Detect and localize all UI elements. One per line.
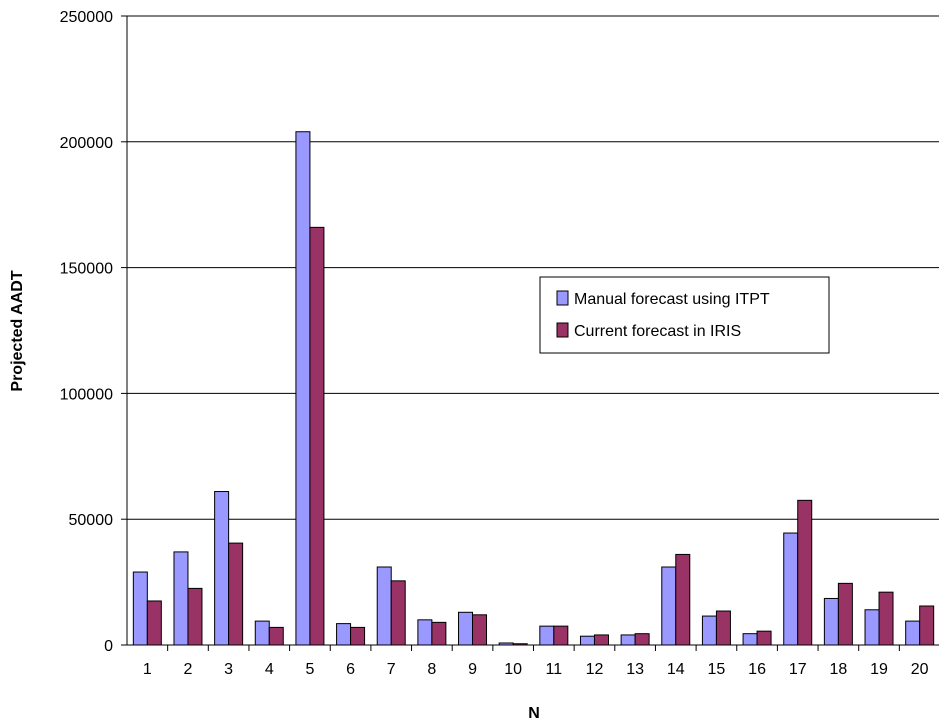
x-tick-label: 17 [789, 661, 807, 678]
bar-current [431, 621, 447, 646]
bar-manual [173, 551, 189, 646]
bar-current [878, 591, 894, 646]
bar-manual [417, 619, 433, 646]
bar-manual [214, 491, 230, 646]
y-tick-label: 100000 [60, 386, 113, 403]
bar-current [309, 226, 325, 646]
x-tick-label: 8 [427, 661, 436, 678]
y-axis-title: Projected AADT [9, 270, 26, 391]
x-tick-label: 2 [184, 661, 193, 678]
bar-current [228, 542, 244, 646]
bar-current [553, 625, 569, 646]
x-tick-label: 12 [586, 661, 604, 678]
bar-manual [701, 615, 717, 646]
x-tick-label: 9 [468, 661, 477, 678]
bar-manual [132, 571, 148, 646]
bar-current [919, 605, 935, 646]
bar-current [837, 582, 853, 646]
bar-manual [620, 634, 636, 646]
x-tick-label: 5 [305, 661, 314, 678]
y-tick-label: 250000 [60, 9, 113, 26]
bar-current [268, 626, 284, 646]
x-tick-label: 16 [748, 661, 766, 678]
bar-manual [864, 609, 880, 646]
bar-manual [742, 633, 758, 646]
x-tick-label: 18 [829, 661, 847, 678]
bar-current [350, 626, 366, 646]
legend-swatch [556, 290, 569, 306]
bar-current [797, 499, 813, 646]
bar-manual [295, 131, 311, 646]
bar-manual [254, 620, 270, 646]
x-tick-label: 19 [870, 661, 888, 678]
x-tick-label: 15 [708, 661, 726, 678]
x-tick-label: 1 [143, 661, 152, 678]
bar-manual [661, 566, 677, 646]
bar-current [715, 610, 731, 646]
bar-manual [905, 620, 921, 646]
bar-current [593, 634, 609, 646]
bar-manual [783, 532, 799, 646]
bar-manual [336, 623, 352, 646]
legend-box [539, 276, 830, 354]
x-tick-label: 20 [911, 661, 929, 678]
legend-swatch [556, 322, 569, 338]
bar-current [472, 614, 488, 646]
y-tick-label: 50000 [69, 512, 114, 529]
y-tick-label: 200000 [60, 135, 113, 152]
axes [121, 15, 939, 651]
bar-manual [823, 597, 839, 646]
y-tick-labels: 0 50000 100000 150000 200000 250000 [60, 9, 113, 655]
bar-current [146, 600, 162, 646]
bars [132, 131, 935, 646]
bar-current [390, 580, 406, 646]
x-tick-label: 6 [346, 661, 355, 678]
legend-label: Current forecast in IRIS [574, 323, 741, 340]
y-tick-label: 0 [104, 638, 113, 655]
bar-manual [376, 566, 392, 646]
legend-label: Manual forecast using ITPT [574, 291, 770, 308]
x-tick-label: 4 [265, 661, 274, 678]
bar-manual [539, 625, 555, 646]
bar-current [756, 630, 772, 646]
x-tick-label: 3 [224, 661, 233, 678]
x-tick-label: 11 [546, 661, 563, 678]
x-tick-label: 7 [387, 661, 396, 678]
bar-current [634, 633, 650, 646]
bar-manual [458, 611, 474, 646]
x-tick-labels: 1 2 3 4 5 6 7 8 9 10 11 12 13 14 15 16 17 18 19 20 [143, 661, 929, 678]
x-tick-label: 14 [667, 661, 685, 678]
x-tick-label: 13 [626, 661, 644, 678]
bar-current [675, 553, 691, 646]
x-tick-label: 10 [504, 661, 522, 678]
bar-manual [579, 635, 595, 646]
bar-current [187, 587, 203, 646]
y-tick-label: 150000 [60, 261, 113, 278]
x-axis-title: N [528, 705, 540, 722]
gridlines [127, 15, 939, 520]
legend: Manual forecast using ITPT Current foreca… [539, 276, 830, 354]
